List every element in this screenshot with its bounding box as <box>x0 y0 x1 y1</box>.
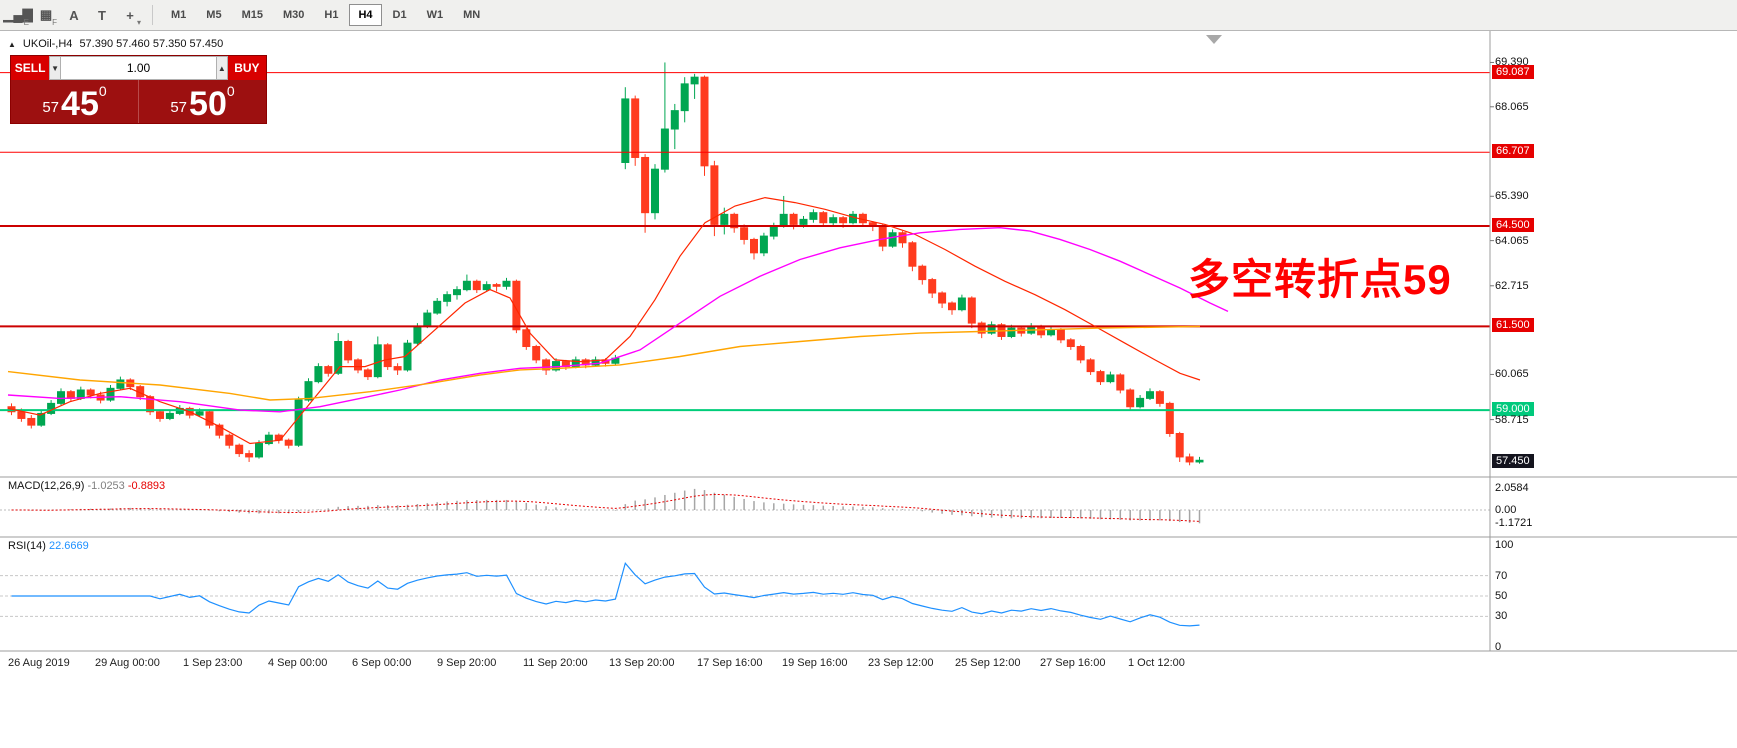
bid-price-int: 57 <box>42 99 60 116</box>
trade-controls-row: SELL ▼ ▲ BUY <box>11 56 266 80</box>
timeframe-w1[interactable]: W1 <box>426 9 444 21</box>
ask-price-int: 57 <box>170 99 188 116</box>
timeframe-group: M1 M5 M15 M30 H1 H4 D1 W1 MN <box>161 4 490 26</box>
bid-price-sup: 0 <box>98 83 107 99</box>
bid-ask-display: 57 45 0 57 50 0 <box>11 80 266 123</box>
timeframe-m30[interactable]: M30 <box>282 9 305 21</box>
volume-decrease-button[interactable]: ▼ <box>49 56 61 80</box>
toolbar-separator <box>152 5 153 25</box>
timeframe-m15[interactable]: M15 <box>241 9 263 21</box>
main-toolbar: ▁▄▇ E ▦ F A T + ▾ M1 M5 M15 M30 H1 H4 D1 W1 MN <box>0 0 1737 31</box>
macd-layer <box>0 488 1490 524</box>
text-label-tool-icon[interactable]: A <box>69 7 79 23</box>
timeframe-d1[interactable]: D1 <box>392 9 407 21</box>
macd-header: MACD(12,26,9) -1.0253 -0.8893 <box>8 480 165 492</box>
timeframe-m1[interactable]: M1 <box>171 9 187 21</box>
one-click-collapse-icon[interactable]: ▲ <box>8 39 16 49</box>
text-box-tool-icon[interactable]: T <box>98 7 106 23</box>
ma-mid-line <box>7 226 1229 413</box>
bar-chart-icon[interactable]: ▁▄▇ E <box>3 7 33 27</box>
ask-price[interactable]: 57 50 0 <box>138 80 266 123</box>
sell-button[interactable]: SELL <box>11 56 50 80</box>
rsi-layer <box>0 561 1490 627</box>
volume-increase-button[interactable]: ▲ <box>216 56 228 80</box>
macd-label: MACD(12,26,9) <box>8 480 85 492</box>
tool-icon-group: ▁▄▇ E ▦ F A T + ▾ <box>3 3 144 28</box>
timeframe-m5[interactable]: M5 <box>206 9 222 21</box>
timeframe-h1[interactable]: H1 <box>324 9 339 21</box>
buy-button[interactable]: BUY <box>227 56 266 80</box>
chart-shift-marker-icon[interactable] <box>1206 35 1222 44</box>
bid-price-big: 45 <box>61 85 99 123</box>
pane-frame-layer <box>0 31 1737 652</box>
symbol-title: UKOil-,H4 <box>22 38 73 50</box>
ma-slow-line <box>7 325 1201 401</box>
symbol-ohlc: 57.390 57.460 57.350 57.450 <box>79 38 224 50</box>
symbol-bar: ▲ UKOil-,H4 57.390 57.460 57.350 57.450 <box>8 38 223 50</box>
crosshair-tool-dropdown-icon[interactable]: + ▾ <box>126 7 141 28</box>
bid-price[interactable]: 57 45 0 <box>11 80 138 123</box>
volume-input[interactable] <box>61 56 216 80</box>
ask-price-big: 50 <box>189 85 227 123</box>
ma-fast-line <box>7 196 1201 445</box>
rsi-header: RSI(14) 22.6669 <box>8 540 89 552</box>
timeframe-h4[interactable]: H4 <box>349 4 382 26</box>
ma-lines-layer <box>7 196 1229 445</box>
candles-layer <box>7 62 1204 466</box>
macd-signal-value: -0.8893 <box>127 480 166 492</box>
rsi-value: 22.6669 <box>48 540 89 552</box>
timeframe-mn[interactable]: MN <box>463 9 481 21</box>
one-click-trade-panel: SELL ▼ ▲ BUY 57 45 0 57 50 0 <box>10 55 267 124</box>
volume-grid-icon[interactable]: ▦ F <box>39 7 57 27</box>
macd-main-value: -1.0253 <box>87 480 125 492</box>
ask-price-sup: 0 <box>226 83 235 99</box>
chart-annotation: 多空转折点59 <box>1188 256 1452 303</box>
rsi-label: RSI(14) <box>8 540 46 552</box>
